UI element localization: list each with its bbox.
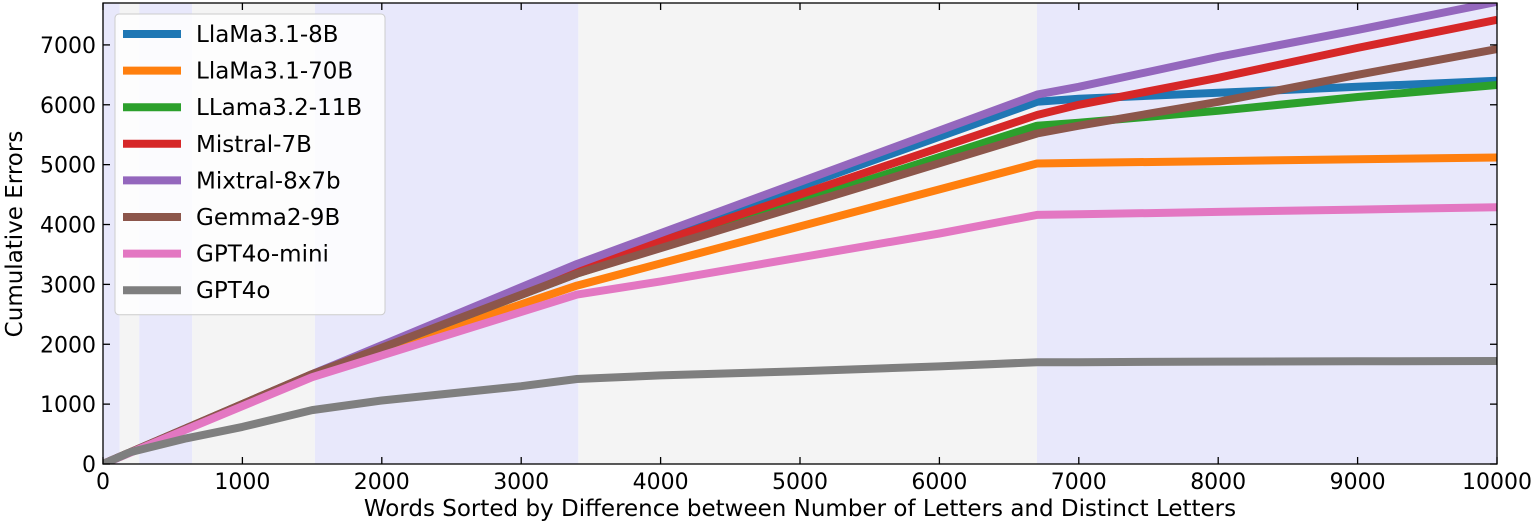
y-tick-label-5: 5000	[40, 154, 96, 179]
y-tick-label-1: 1000	[40, 393, 96, 418]
background-band-5	[578, 3, 1037, 464]
legend-label-5: Gemma2-9B	[196, 205, 340, 231]
x-tick-label-7: 7000	[1051, 470, 1107, 495]
y-tick-label-2: 2000	[40, 333, 96, 358]
legend-label-7: GPT4o	[196, 278, 270, 304]
legend-label-6: GPT4o-mini	[196, 242, 329, 268]
x-tick-label-10: 10000	[1462, 470, 1532, 495]
x-axis-ticks: 0 1000 2000 3000 4000 5000 6000 7000 8000 9000 100…	[96, 3, 1532, 495]
x-tick-label-6: 6000	[911, 470, 967, 495]
y-tick-label-3: 3000	[40, 273, 96, 298]
x-tick-label-0: 0	[96, 470, 110, 495]
y-tick-label-4: 4000	[40, 214, 96, 239]
x-tick-label-5: 5000	[772, 470, 828, 495]
x-tick-label-3: 3000	[493, 470, 549, 495]
series-line-7	[103, 357, 1497, 464]
series-line-5	[103, 45, 1497, 464]
series-lines	[103, 3, 1497, 464]
legend-box	[114, 13, 386, 316]
legend-label-1: LlaMa3.1-70B	[196, 59, 353, 85]
x-axis-label: Words Sorted by Difference between Numbe…	[364, 496, 1236, 521]
legend-label-4: Mixtral-8x7b	[196, 168, 341, 194]
y-axis-label: Cumulative Errors	[2, 131, 28, 338]
x-tick-label-1: 1000	[214, 470, 270, 495]
y-tick-label-7: 7000	[40, 34, 96, 59]
x-tick-label-2: 2000	[354, 470, 410, 495]
x-tick-label-8: 8000	[1190, 470, 1246, 495]
legend-label-0: LlaMa3.1-8B	[196, 22, 339, 48]
x-tick-label-9: 9000	[1330, 470, 1386, 495]
legend-label-2: LLama3.2-11B	[196, 95, 362, 121]
background-band-6	[1036, 3, 1497, 464]
series-line-6	[103, 203, 1497, 464]
legend: LlaMa3.1-8B LlaMa3.1-70B LLama3.2-11B Mistr…	[114, 13, 386, 316]
y-tick-label-6: 6000	[40, 94, 96, 119]
y-axis-ticks: 0 1000 2000 3000 4000 5000 6000 7000	[40, 34, 1497, 478]
legend-label-3: Mistral-7B	[196, 132, 312, 158]
y-tick-label-0: 0	[82, 453, 96, 478]
x-tick-label-4: 4000	[633, 470, 689, 495]
